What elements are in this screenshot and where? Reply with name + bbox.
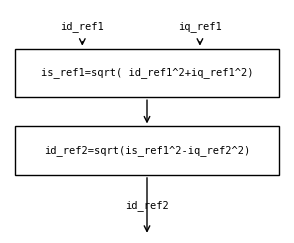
Bar xyxy=(15,126,279,175)
Text: iq_ref1: iq_ref1 xyxy=(178,21,222,32)
Text: id_ref2=sqrt(is_ref1^2-iq_ref2^2): id_ref2=sqrt(is_ref1^2-iq_ref2^2) xyxy=(44,145,250,156)
Text: is_ref1=sqrt( id_ref1^2+iq_ref1^2): is_ref1=sqrt( id_ref1^2+iq_ref1^2) xyxy=(41,68,253,78)
Text: id_ref2: id_ref2 xyxy=(125,200,169,211)
Bar xyxy=(15,49,279,97)
Text: id_ref1: id_ref1 xyxy=(61,21,104,32)
